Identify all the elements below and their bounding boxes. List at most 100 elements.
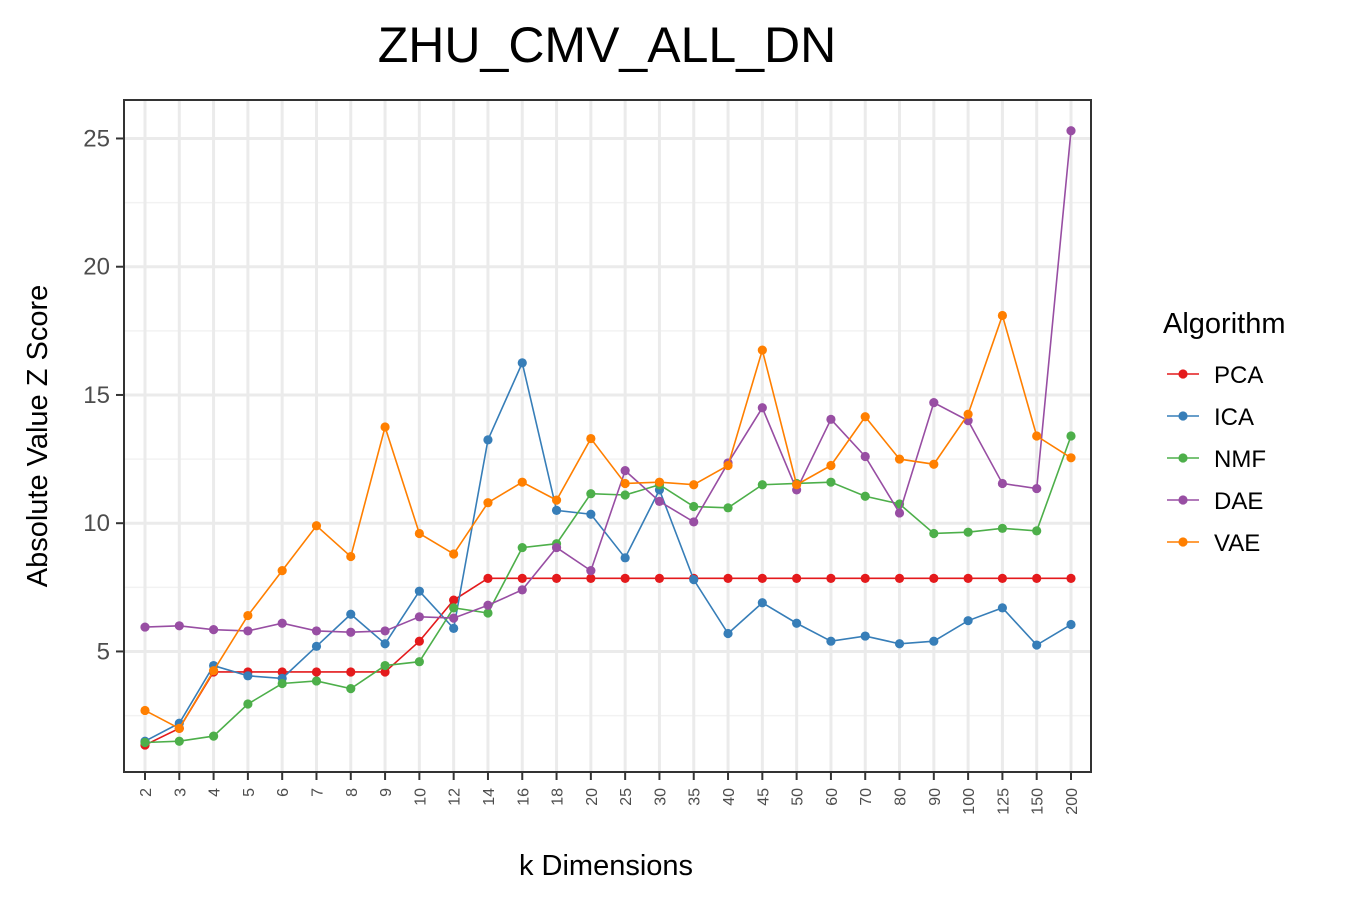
data-point-nmf [929,528,939,539]
data-point-pca [792,573,802,583]
data-point-pca [414,636,424,646]
data-point-vae [449,549,459,559]
data-point-ica [689,575,699,585]
x-tick-label: 12 [447,788,464,806]
x-tick-label: 2 [138,788,155,797]
legend-item-dae: DAE [1167,488,1263,515]
data-point-ica [963,616,973,626]
series-line-vae [144,312,1072,730]
data-point-dae [551,542,562,553]
data-point-dae [449,613,459,623]
legend-item-pca: PCA [1167,362,1263,389]
data-point-pca [997,573,1008,583]
data-point-nmf [1066,431,1076,441]
data-point-dae [517,585,527,595]
data-point-dae [380,626,390,636]
data-point-pca [1032,573,1042,583]
data-point-ica [757,598,767,608]
x-tick-label: 18 [550,788,567,806]
legend-label: DAE [1214,488,1263,515]
y-tick-label: 10 [83,510,110,537]
x-tick-label: 35 [687,788,704,806]
data-point-pca [826,573,836,583]
data-point-pca [551,573,562,583]
data-point-dae [689,517,699,527]
data-point-pca [654,573,665,583]
data-point-dae [243,626,253,636]
data-point-ica [586,509,596,519]
data-point-dae [277,618,287,628]
data-point-dae [174,621,184,631]
legend-key-point [1178,495,1188,505]
data-point-dae [1066,126,1076,136]
series-line-ica [144,360,1072,742]
data-point-nmf [380,660,390,671]
x-tick-label: 50 [790,788,807,806]
data-point-pca [449,595,459,605]
data-point-vae [277,566,287,576]
data-point-pca [757,573,767,583]
data-point-nmf [963,527,973,537]
data-point-nmf [140,737,150,748]
plot-panel [124,100,1091,772]
data-point-nmf [586,489,596,499]
data-point-ica [894,639,905,649]
data-point-ica [517,358,527,368]
data-point-ica [346,609,356,619]
data-point-vae [689,480,699,490]
y-axis: 5 10 15 20 25 [83,125,124,665]
data-point-vae [380,422,390,432]
legend-key-point [1178,537,1188,547]
data-point-vae [723,460,733,471]
data-point-dae [620,466,630,476]
x-tick-label: 5 [241,788,258,797]
x-tick-label: 100 [961,788,978,815]
data-point-nmf [449,603,459,613]
data-point-nmf [860,491,870,501]
data-point-ica [449,623,459,633]
data-point-vae [311,521,322,531]
data-point-vae [894,454,905,464]
data-point-dae [929,398,939,408]
x-tick-label: 70 [858,788,875,806]
y-tick-label: 5 [97,638,110,665]
data-point-pca [860,573,870,583]
data-point-ica [483,435,493,445]
data-point-nmf [997,523,1008,533]
data-point-nmf [243,699,253,709]
data-point-dae [208,625,219,635]
data-point-dae [414,612,424,622]
x-tick-label: 14 [481,788,498,806]
data-point-vae [826,460,836,471]
legend-title: Algorithm [1163,308,1286,340]
data-point-dae [346,627,356,637]
data-point-dae [894,508,905,518]
data-point-pca [586,573,596,583]
data-point-ica [1066,619,1076,630]
x-tick-label: 45 [755,788,772,806]
data-point-vae [551,495,562,505]
legend-label: PCA [1214,362,1263,389]
data-point-ica [997,603,1008,613]
plot-background [124,100,1091,772]
data-point-nmf [1032,526,1042,536]
x-tick-label: 10 [412,788,429,806]
data-point-dae [140,622,150,632]
data-point-dae [586,566,596,576]
data-point-nmf [346,684,356,694]
data-point-vae [929,459,939,469]
data-point-vae [620,478,630,489]
data-point-pca [311,667,322,677]
x-tick-label: 20 [584,788,601,806]
x-tick-label: 90 [927,788,944,806]
series-vae [140,310,1076,733]
data-point-ica [620,553,630,563]
x-tick-label: 6 [275,788,292,797]
x-tick-label: 16 [515,788,532,806]
data-point-vae [174,723,184,733]
series-nmf [140,431,1076,748]
legend-label: VAE [1214,530,1260,557]
data-point-pca [723,573,733,583]
data-point-nmf [826,477,836,487]
legend-item-nmf: NMF [1167,446,1266,473]
